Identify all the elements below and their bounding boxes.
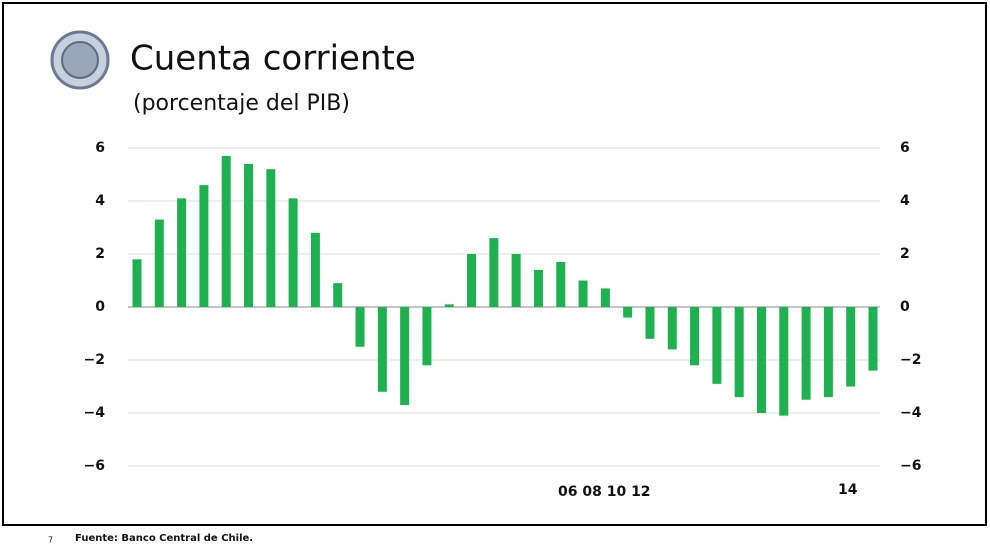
bar — [377, 307, 387, 392]
y2-tick-label: 6 — [900, 140, 910, 156]
bar — [734, 307, 744, 398]
y2-tick-label: −4 — [900, 405, 922, 421]
bar — [132, 259, 142, 307]
bar — [154, 219, 164, 307]
bar — [823, 307, 833, 398]
bar — [422, 307, 432, 366]
y-tick-label: −2 — [84, 352, 105, 368]
bar — [578, 280, 588, 307]
frame — [2, 2, 987, 526]
bar — [712, 307, 722, 384]
bar — [333, 283, 343, 307]
bar — [690, 307, 700, 366]
bar — [846, 307, 856, 387]
bar — [177, 198, 187, 307]
x-annotation: 14 — [838, 482, 858, 498]
y2-tick-label: 0 — [900, 299, 910, 315]
bar — [221, 155, 231, 307]
bar — [444, 304, 454, 307]
chart-title: Cuenta corriente — [130, 39, 416, 79]
chart-subtitle: (porcentaje del PIB) — [133, 91, 350, 116]
bar — [801, 307, 811, 400]
bar — [400, 307, 410, 406]
y-tick-label: 4 — [95, 193, 105, 209]
page-number: 7 — [48, 536, 53, 545]
bar — [355, 307, 365, 347]
bar — [489, 238, 499, 307]
bar — [310, 232, 320, 307]
y2-tick-label: 4 — [900, 193, 910, 209]
bar — [533, 269, 543, 307]
y-tick-label: 6 — [95, 140, 105, 156]
bar — [645, 307, 655, 339]
y-tick-label: −4 — [84, 405, 106, 421]
y2-tick-label: −2 — [900, 352, 921, 368]
bar — [467, 254, 477, 307]
bar — [244, 163, 254, 307]
bar — [199, 185, 209, 307]
bar — [868, 307, 878, 371]
bar — [511, 254, 521, 307]
y-tick-label: −6 — [84, 458, 105, 474]
y2-tick-label: 2 — [900, 246, 910, 262]
bar — [288, 198, 298, 307]
source: Fuente: Banco Central de Chile. — [75, 533, 253, 544]
bar — [623, 307, 633, 318]
y-tick-label: 2 — [95, 246, 105, 262]
logo — [50, 30, 110, 90]
bar — [667, 307, 677, 350]
bar — [600, 288, 610, 307]
y2-tick-label: −6 — [900, 458, 921, 474]
bar — [756, 307, 766, 413]
bar — [556, 261, 566, 307]
bar — [779, 307, 789, 416]
y-tick-label: 0 — [95, 299, 105, 315]
x-annotation: 06 08 10 12 — [558, 484, 651, 500]
bar — [266, 169, 276, 307]
